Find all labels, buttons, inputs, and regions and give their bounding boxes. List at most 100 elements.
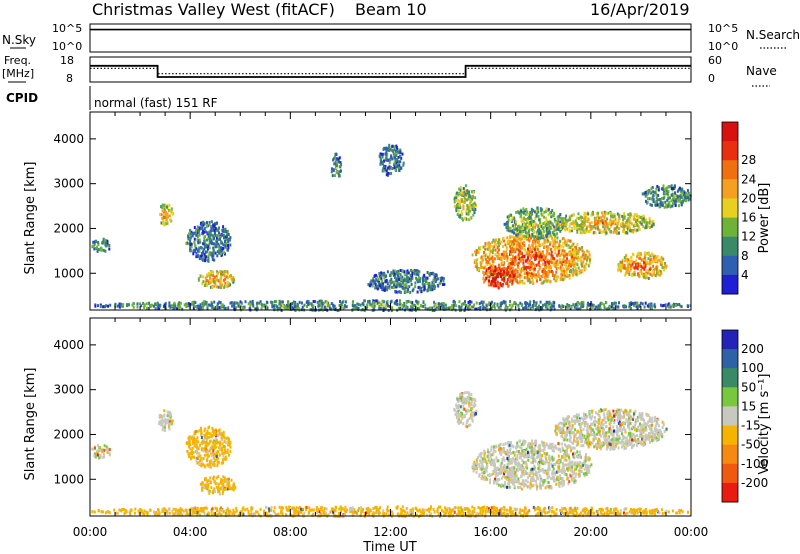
power-point <box>556 227 559 231</box>
velocity-point <box>209 481 212 484</box>
power-point <box>209 229 212 233</box>
power-point <box>643 220 646 224</box>
power-point <box>465 304 468 307</box>
power-point <box>513 218 516 222</box>
power-point <box>605 231 608 235</box>
velocity-point <box>474 412 477 416</box>
power-point <box>520 303 523 307</box>
velocity-point <box>226 448 229 452</box>
power-point <box>401 303 404 307</box>
power-point <box>195 255 198 259</box>
power-point <box>187 237 190 241</box>
power-point <box>496 280 499 284</box>
power-point <box>517 248 520 252</box>
power-point <box>517 255 520 259</box>
power-point <box>570 227 573 231</box>
velocity-point <box>472 405 475 409</box>
power-point <box>631 274 634 278</box>
power-point <box>527 253 530 257</box>
velocity-point <box>94 446 96 450</box>
power-point <box>266 301 269 304</box>
power-point <box>385 169 388 173</box>
power-colorbar-tick: 16 <box>741 211 756 225</box>
power-point <box>262 304 265 308</box>
power-point <box>214 239 217 243</box>
power-point <box>373 274 376 278</box>
power-point <box>537 244 540 248</box>
power-point <box>680 305 683 309</box>
velocity-point <box>457 397 460 401</box>
power-point <box>583 257 586 261</box>
power-point <box>396 303 399 306</box>
power-point <box>576 249 579 253</box>
power-point <box>639 262 642 266</box>
power-point <box>514 259 516 263</box>
power-point <box>567 239 570 242</box>
power-point <box>192 252 195 256</box>
power-point <box>569 239 572 243</box>
velocity-point <box>214 482 217 486</box>
power-point <box>469 305 472 309</box>
power-point <box>588 258 591 262</box>
power-point <box>372 278 375 282</box>
power-point <box>286 303 288 307</box>
power-point <box>381 152 384 156</box>
power-point <box>215 229 218 232</box>
velocity-point <box>211 446 214 450</box>
power-point <box>511 240 514 244</box>
power-point <box>424 276 427 280</box>
power-point <box>372 306 375 310</box>
power-point <box>580 262 583 266</box>
power-point <box>550 306 553 310</box>
power-point <box>220 240 223 244</box>
power-point <box>275 300 278 303</box>
power-point <box>594 307 597 311</box>
power-point <box>216 234 219 238</box>
velocity-point <box>228 484 231 488</box>
velocity-point <box>468 417 471 420</box>
power-point <box>494 253 497 257</box>
power-point <box>455 196 458 200</box>
power-point <box>681 187 684 191</box>
power-point <box>501 278 504 282</box>
velocity-point <box>103 444 106 448</box>
power-point <box>512 262 514 265</box>
power-point <box>670 184 673 188</box>
power-point <box>613 227 616 231</box>
power-point <box>561 249 564 253</box>
power-point <box>506 221 508 225</box>
power-point <box>209 241 212 245</box>
power-point <box>647 257 650 261</box>
power-point <box>660 196 663 200</box>
power-point <box>563 219 566 223</box>
velocity-point <box>465 421 468 425</box>
power-point <box>497 267 500 271</box>
power-point <box>503 271 506 275</box>
power-point <box>646 269 649 273</box>
power-point <box>471 207 474 211</box>
power-point <box>597 304 600 308</box>
power-point <box>216 250 219 254</box>
velocity-point <box>162 425 164 429</box>
velocity-point <box>226 478 229 482</box>
velocity-point <box>206 450 209 454</box>
power-point <box>522 264 525 268</box>
power-point <box>406 271 409 275</box>
power-point <box>518 244 521 248</box>
velocity-point <box>209 432 212 436</box>
velocity-point <box>559 477 562 480</box>
power-point <box>646 189 649 193</box>
power-point <box>375 273 377 277</box>
power-point <box>546 301 549 305</box>
power-point <box>678 303 681 306</box>
power-point <box>193 237 196 241</box>
velocity-point <box>204 484 207 488</box>
power-point <box>193 226 196 229</box>
power-point <box>424 306 427 310</box>
velocity-point <box>466 425 469 429</box>
power-point <box>644 253 647 257</box>
power-point <box>530 260 533 264</box>
power-point <box>517 232 520 236</box>
power-point <box>565 270 568 274</box>
velocity-point <box>218 482 221 486</box>
